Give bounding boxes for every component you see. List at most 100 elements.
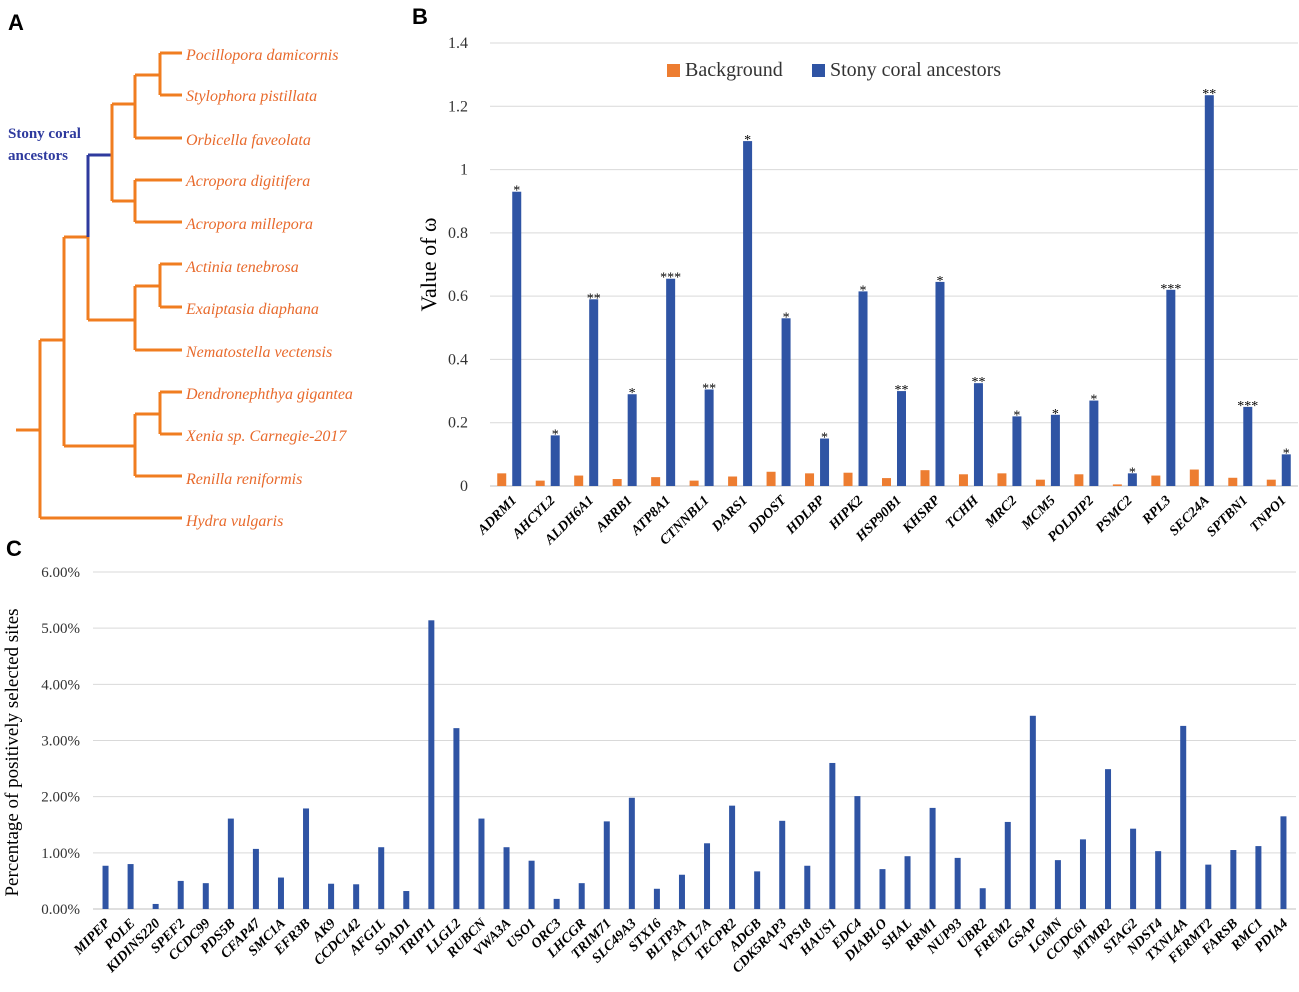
tree-branch-octocorals <box>133 390 182 478</box>
phylogenetic-tree: Stony coral ancestors Pocillopora damico… <box>8 47 353 530</box>
bar-stony-coral-ancestors <box>1281 454 1291 486</box>
bar-background <box>651 477 661 486</box>
bar-stony-coral-ancestors <box>973 383 983 486</box>
significance-label: * <box>936 274 943 289</box>
y-tick-label: 1.2 <box>448 98 468 115</box>
bar-background <box>497 473 507 486</box>
species-label: Dendronephthya gigantea <box>185 386 353 403</box>
significance-label: ** <box>702 381 716 396</box>
bar-background <box>574 475 584 486</box>
ancestor-label-line2: ancestors <box>8 148 68 164</box>
species-label: Actinia tenebrosa <box>185 259 299 276</box>
bar-background <box>1228 477 1238 486</box>
bar-selected-sites <box>904 856 911 909</box>
significance-label: * <box>1090 393 1097 408</box>
bar-selected-sites <box>1230 850 1237 909</box>
bar-selected-sites <box>829 762 836 909</box>
bar-selected-sites <box>553 898 560 909</box>
bar-selected-sites <box>879 869 886 909</box>
significance-label: * <box>821 431 828 446</box>
bar-background <box>689 480 699 486</box>
bar-selected-sites <box>277 877 284 909</box>
significance-label: * <box>1052 407 1059 422</box>
significance-label: ** <box>895 383 909 398</box>
bar-selected-sites <box>303 808 310 909</box>
bar-background <box>1151 475 1161 486</box>
bar-background <box>535 480 545 486</box>
y-tick-label: 1 <box>460 162 468 179</box>
tree-branch-stony-coral-ancestors <box>86 153 112 237</box>
bar-selected-sites <box>503 847 510 909</box>
x-tick-label: DDOST <box>745 492 790 537</box>
bar-selected-sites <box>929 807 936 909</box>
x-tick-label: KHSRP <box>900 493 944 537</box>
significance-label: * <box>783 310 790 325</box>
legend-swatch-background <box>667 64 680 77</box>
y-tick-label: 1.00% <box>41 846 80 862</box>
bar-selected-sites <box>729 805 736 909</box>
bar-selected-sites <box>854 796 861 909</box>
significance-label: ** <box>971 375 985 390</box>
bar-stony-coral-ancestors <box>858 291 868 486</box>
species-label: Xenia sp. Carnegie-2017 <box>185 428 347 445</box>
bar-selected-sites <box>628 797 635 909</box>
x-tick-label: DARS1 <box>709 493 751 535</box>
bar-stony-coral-ancestors <box>627 394 637 486</box>
x-tick-label: TNPO1 <box>1248 493 1290 535</box>
bar-stony-coral-ancestors <box>820 438 830 486</box>
bar-selected-sites <box>1054 860 1061 909</box>
bar-selected-sites <box>578 883 585 909</box>
y-tick-label: 0.8 <box>448 225 468 242</box>
bar-stony-coral-ancestors <box>550 435 560 486</box>
bar-selected-sites <box>678 874 685 909</box>
bar-stony-coral-ancestors <box>743 141 753 487</box>
bar-selected-sites <box>1079 839 1086 909</box>
significance-label: *** <box>1160 282 1181 297</box>
significance-label: * <box>860 283 867 298</box>
bar-stony-coral-ancestors <box>781 318 791 486</box>
significance-label: * <box>1283 446 1290 461</box>
y-axis-title: Value of ω <box>416 218 441 312</box>
bar-selected-sites <box>1180 725 1187 909</box>
bar-background <box>612 479 622 486</box>
species-label: Nematostella vectensis <box>185 344 332 361</box>
y-tick-label: 0.4 <box>448 351 468 368</box>
x-tick-label: RPL3 <box>1139 493 1174 528</box>
y-tick-label: 5.00% <box>41 621 80 637</box>
species-label: Acropora digitifera <box>185 173 310 190</box>
significance-label: * <box>552 427 559 442</box>
bar-selected-sites <box>328 883 335 909</box>
bar-background <box>843 472 853 486</box>
bar-selected-sites <box>1155 851 1162 909</box>
bar-selected-sites <box>478 818 485 909</box>
bar-selected-sites <box>1255 846 1262 909</box>
significance-label: * <box>513 184 520 199</box>
bar-stony-coral-ancestors <box>666 278 676 486</box>
bar-selected-sites <box>1130 828 1137 909</box>
bar-selected-sites <box>528 860 535 909</box>
bar-selected-sites <box>227 818 234 909</box>
bar-background <box>766 471 776 486</box>
bar-background <box>1074 474 1084 486</box>
bar-selected-sites <box>102 865 109 909</box>
bar-stony-coral-ancestors <box>897 391 906 486</box>
significance-label: ** <box>587 291 601 306</box>
bar-stony-coral-ancestors <box>1012 416 1022 486</box>
bar-background <box>882 478 891 486</box>
y-tick-label: 0.6 <box>448 288 468 305</box>
bar-stony-coral-ancestors <box>512 191 522 486</box>
bar-selected-sites <box>704 843 711 909</box>
bar-selected-sites <box>653 888 660 909</box>
bar-selected-sites <box>1105 769 1112 909</box>
bar-background <box>958 474 968 486</box>
bar-selected-sites <box>202 883 209 909</box>
y-tick-label: 0.00% <box>41 902 80 918</box>
bar-stony-coral-ancestors <box>589 299 599 486</box>
bar-selected-sites <box>754 871 761 909</box>
species-label: Hydra vulgaris <box>185 513 283 530</box>
bar-stony-coral-ancestors <box>1166 289 1176 486</box>
bar-selected-sites <box>428 620 435 909</box>
bar-stony-coral-ancestors <box>935 281 945 486</box>
significance-label: ** <box>1202 87 1216 102</box>
